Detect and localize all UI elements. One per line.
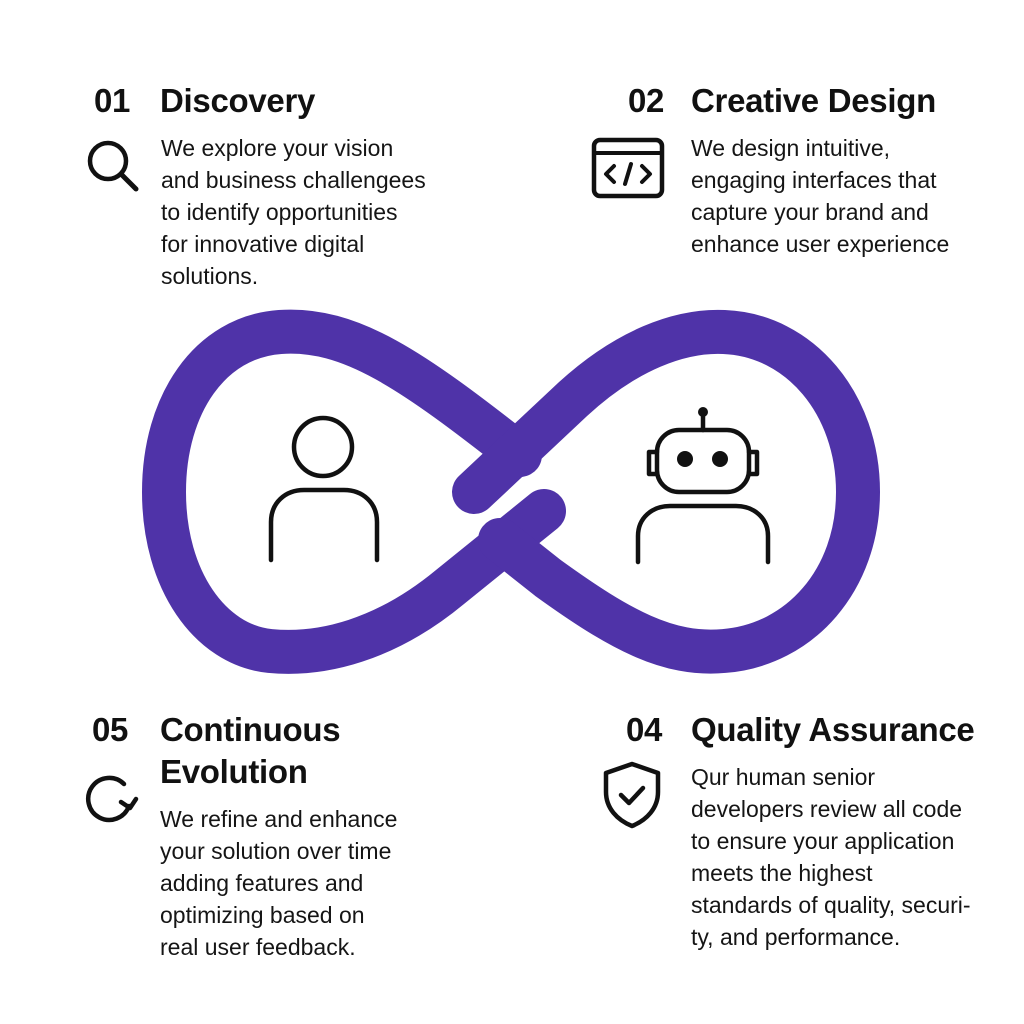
- step-description: We explore your vision and business chal…: [161, 135, 426, 289]
- infinity-loop: [141, 309, 881, 674]
- code-window-icon: [591, 137, 665, 199]
- step-title: Discovery: [160, 82, 316, 119]
- step-title: Continuous Evolution: [160, 711, 341, 790]
- step-title: Creative Design: [691, 82, 936, 119]
- refresh-icon: [85, 775, 139, 823]
- infinity-left-lobe: [141, 309, 566, 674]
- step-description: We refine and enhance your solution over…: [160, 806, 398, 960]
- step-number: 05: [92, 711, 129, 748]
- step-number: 04: [626, 711, 663, 748]
- step-description: Qur human senior developers review all c…: [691, 764, 971, 950]
- person-icon: [268, 415, 380, 563]
- search-icon: [87, 140, 139, 192]
- step-description: We design intuitive, engaging interfaces…: [691, 135, 950, 257]
- step-title: Quality Assurance: [691, 711, 975, 748]
- step-number: 01: [94, 82, 131, 119]
- robot-icon: [635, 407, 771, 565]
- infinity-right-lobe: [452, 309, 881, 674]
- shield-check-icon: [603, 761, 661, 829]
- step-number: 02: [628, 82, 665, 119]
